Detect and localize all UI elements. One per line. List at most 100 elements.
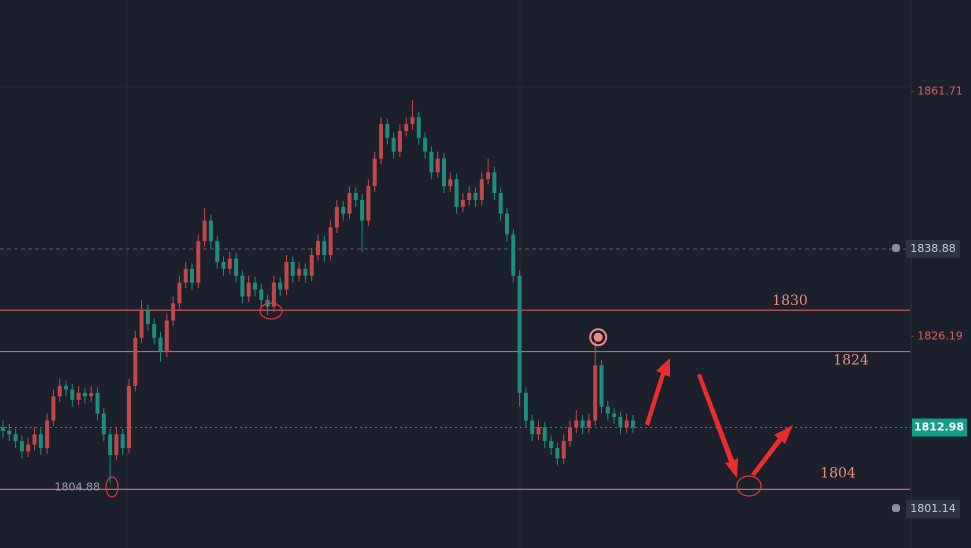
candle-body [568,427,572,442]
candle-body [379,124,383,159]
alert-label: 1801.14 [910,502,956,515]
candle-body [133,337,138,387]
candle-body [1,427,5,431]
candle-body [574,420,579,428]
current-price-label: 1812.98 [914,421,964,434]
candle-body [517,275,522,393]
candle-body [13,434,18,442]
candle-body [460,199,465,207]
candle-body [51,396,56,421]
candle-body [139,310,144,338]
candle-body [536,427,541,435]
candle-body [391,137,396,152]
candle-body [322,241,327,256]
candle-body [19,441,24,452]
candle-body [542,427,547,442]
candle-body [404,124,409,131]
candle-body [114,434,119,455]
candle-body [366,186,371,221]
candle-body [580,420,585,428]
candle-body [316,241,320,256]
candle-body [334,206,339,228]
candle-body [45,420,50,449]
candle-body [145,310,150,324]
candle-body [284,261,289,290]
candle-body [164,320,169,352]
low-marker-label: 1804.88 [55,480,101,493]
level-label: 1830 [772,293,808,309]
candle-body [360,199,365,221]
candle-body [448,179,453,187]
candle-body [303,268,308,276]
y-tick-label: 1826.19 [917,329,963,342]
candle-body [76,392,81,400]
candle-body [479,179,484,200]
candle-body [271,282,276,307]
candle-body [385,124,390,138]
candle-body [290,261,295,276]
candle-body [101,413,106,435]
candle-body [26,444,31,452]
annotations [105,302,762,498]
candle-body [183,268,188,283]
candle-body [486,172,491,180]
candle-body [177,282,182,304]
candle-body [70,389,75,400]
candle-body [227,258,232,269]
candle-body [38,434,43,449]
alert-label: 1838.88 [910,242,956,255]
arrows [645,358,793,478]
candle-body [454,179,459,207]
candle-body [341,206,346,214]
candle-body [435,158,440,173]
alert-bell [892,243,900,252]
candle-body [429,151,434,173]
candle-body [171,303,176,321]
candle-body [152,323,157,338]
candle-body [120,434,125,449]
candle-body [416,117,421,138]
candle-body [353,193,358,200]
candle-body [246,282,251,297]
circle-annotation [105,476,119,498]
candle-body [32,434,37,445]
candle-body [347,193,352,214]
candle-body [190,268,194,283]
candle-body [492,172,497,194]
circle-annotation [259,302,283,320]
candle-body [505,213,509,235]
candle-body [372,158,377,187]
candle-body [57,386,62,397]
candle-body [297,268,302,276]
candle-body [259,289,264,300]
candle-body [605,406,610,414]
plot: 1830 1824 1804 1838.88 1801.14 1861.71 1826.19… [0,85,967,519]
candle-body [631,420,635,428]
candle-body [511,234,516,276]
candle-body [328,227,333,256]
candle-body [240,275,245,297]
candle-body [624,420,629,428]
candle-body [221,261,226,269]
candle-body [278,282,283,290]
candle-body [397,130,402,152]
alert-box [906,500,960,519]
candle-body [82,392,87,397]
candle-body [473,193,478,200]
candle-body [196,241,201,283]
candle-body [555,448,560,459]
candle-body [202,220,207,242]
highlight-ring [589,328,608,347]
candle-body [95,392,100,414]
candle-body [215,241,220,262]
highlight-dot [593,332,603,342]
candle-body [158,337,163,352]
candle-body [523,392,528,421]
candle-body [127,386,131,449]
candle-body [410,117,415,125]
candle-body [309,255,314,276]
candle-body [442,158,446,187]
